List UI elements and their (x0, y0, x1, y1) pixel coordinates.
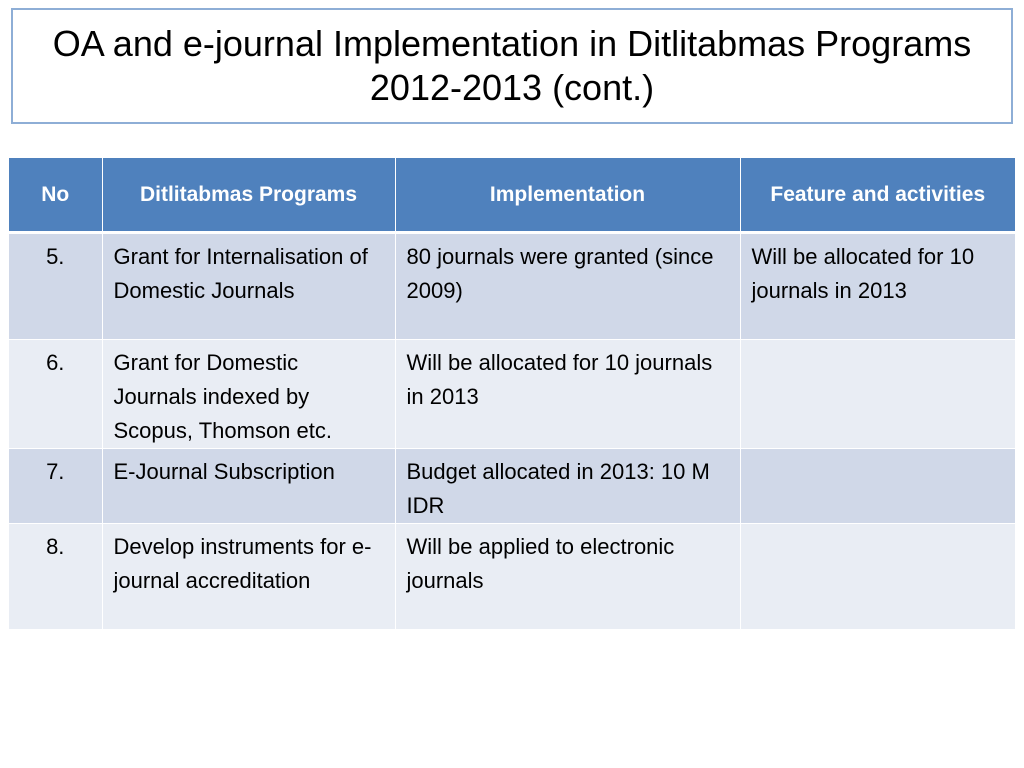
slide-title-box: OA and e-journal Implementation in Ditli… (11, 8, 1013, 124)
table-row: 7. E-Journal Subscription Budget allocat… (9, 448, 1015, 524)
header-programs: Ditlitabmas Programs (102, 158, 396, 234)
cell-no: 7. (9, 448, 103, 524)
cell-program: E-Journal Subscription (102, 448, 396, 524)
cell-no: 6. (9, 339, 103, 449)
cell-no: 5. (9, 232, 103, 340)
cell-feature (740, 523, 1015, 630)
cell-program: Grant for Internalisation of Domestic Jo… (102, 232, 396, 340)
cell-feature (740, 448, 1015, 524)
cell-implementation: Will be allocated for 10 journals in 201… (395, 339, 741, 449)
slide-title: OA and e-journal Implementation in Ditli… (52, 23, 972, 108)
header-no: No (9, 158, 103, 234)
cell-program: Grant for Domestic Journals indexed by S… (102, 339, 396, 449)
header-feature-activities: Feature and activities (740, 158, 1015, 234)
table-row: 8. Develop instruments for e-journal acc… (9, 523, 1015, 630)
cell-implementation: Will be applied to electronic journals (395, 523, 741, 630)
table-header-row: No Ditlitabmas Programs Implementation F… (9, 158, 1015, 234)
cell-no: 8. (9, 523, 103, 630)
cell-feature (740, 339, 1015, 449)
programs-table: No Ditlitabmas Programs Implementation F… (9, 158, 1015, 630)
table-row: 5. Grant for Internalisation of Domestic… (9, 232, 1015, 340)
table-row: 6. Grant for Domestic Journals indexed b… (9, 339, 1015, 449)
cell-program: Develop instruments for e-journal accred… (102, 523, 396, 630)
cell-feature: Will be allocated for 10 journals in 201… (740, 232, 1015, 340)
cell-implementation: 80 journals were granted (since 2009) (395, 232, 741, 340)
header-implementation: Implementation (395, 158, 741, 234)
cell-implementation: Budget allocated in 2013: 10 M IDR (395, 448, 741, 524)
